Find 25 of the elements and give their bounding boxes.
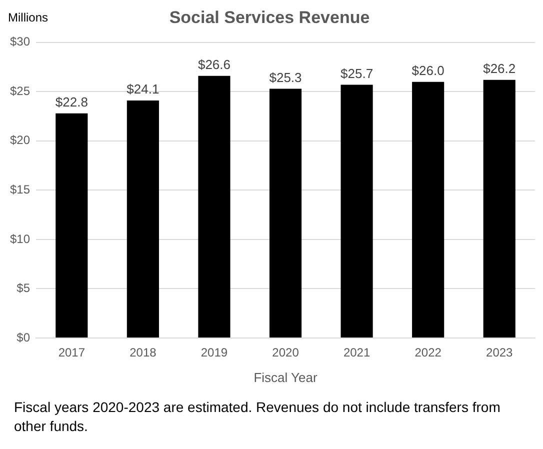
- x-tick-label: 2022: [414, 346, 442, 360]
- data-label: $24.1: [126, 82, 160, 97]
- y-tick-label: $15: [10, 182, 30, 197]
- y-tick-label: $25: [10, 84, 30, 98]
- x-tick-label: 2017: [58, 346, 86, 360]
- x-tick-label: 2019: [200, 346, 228, 360]
- chart-title: Social Services Revenue: [169, 8, 370, 27]
- data-label: $22.8: [55, 94, 88, 110]
- data-label: $25.3: [269, 70, 302, 85]
- y-tick-label: $10: [10, 232, 30, 246]
- x-axis-title: Fiscal Year: [254, 370, 318, 385]
- x-tick-label: 2021: [343, 346, 370, 360]
- x-tick-label: 2020: [272, 346, 300, 360]
- data-label: $26.0: [412, 62, 444, 78]
- y-axis-title: Millions: [8, 10, 48, 24]
- data-label: $25.7: [340, 66, 374, 81]
- text: Fiscal years 2020-2023 are estimated. Revenues do not include transfers from other funds.: [14, 398, 502, 436]
- y-tick-label: $30: [10, 34, 30, 49]
- y-tick-label: $20: [10, 133, 30, 148]
- x-tick-label: 2018: [130, 346, 157, 360]
- y-tick-label: $5: [16, 281, 30, 296]
- data-label: $26.2: [483, 60, 516, 76]
- y-tick-label: $0: [16, 330, 30, 344]
- data-label: $26.6: [198, 56, 230, 72]
- x-tick-label: 2023: [486, 346, 514, 360]
